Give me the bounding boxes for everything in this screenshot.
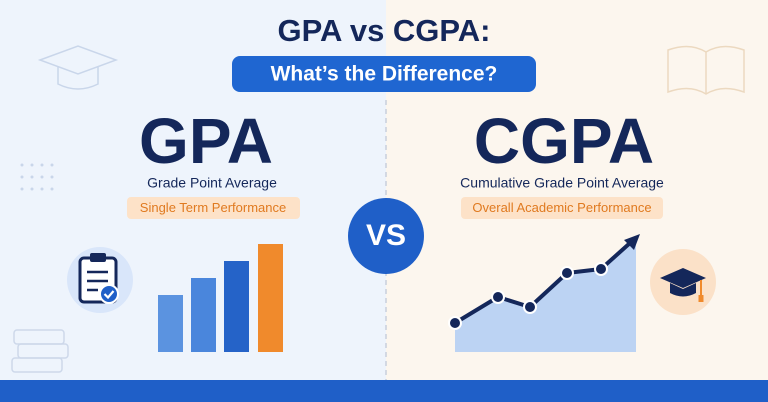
cgpa-tag: Overall Academic Performance: [472, 200, 651, 215]
illustration-bar: [191, 278, 216, 352]
clipboard-icon: [67, 247, 133, 313]
bottom-band: [0, 380, 768, 402]
illustration-arrow: [624, 234, 640, 250]
decor-cap: [37, 45, 119, 90]
line-illustration: [448, 234, 640, 352]
decor-books: [11, 329, 69, 373]
gpa-heading: GPA: [139, 105, 273, 177]
cgpa-full-name: Cumulative Grade Point Average: [460, 175, 664, 191]
decor-book: [667, 45, 745, 95]
gpa-tag-pill: [127, 197, 300, 219]
gpa-full-name: Grade Point Average: [147, 175, 277, 191]
bar-illustration: [158, 244, 283, 352]
illustration-bar: [224, 261, 249, 352]
subtitle-pill: [232, 56, 536, 92]
illustration-bar: [158, 295, 183, 352]
subtitle: What’s the Difference?: [271, 63, 498, 86]
illustration-bar: [258, 244, 283, 352]
vs-label: VS: [366, 219, 406, 252]
illustration-points: [448, 262, 608, 330]
cgpa-heading: CGPA: [474, 105, 654, 177]
decor-dots: [20, 163, 54, 191]
cgpa-tag-pill: [461, 197, 663, 219]
graduation-cap-icon: [650, 249, 716, 315]
gpa-tag: Single Term Performance: [140, 200, 286, 215]
title: GPA vs CGPA:: [277, 13, 490, 48]
vs-circle: [348, 198, 424, 274]
